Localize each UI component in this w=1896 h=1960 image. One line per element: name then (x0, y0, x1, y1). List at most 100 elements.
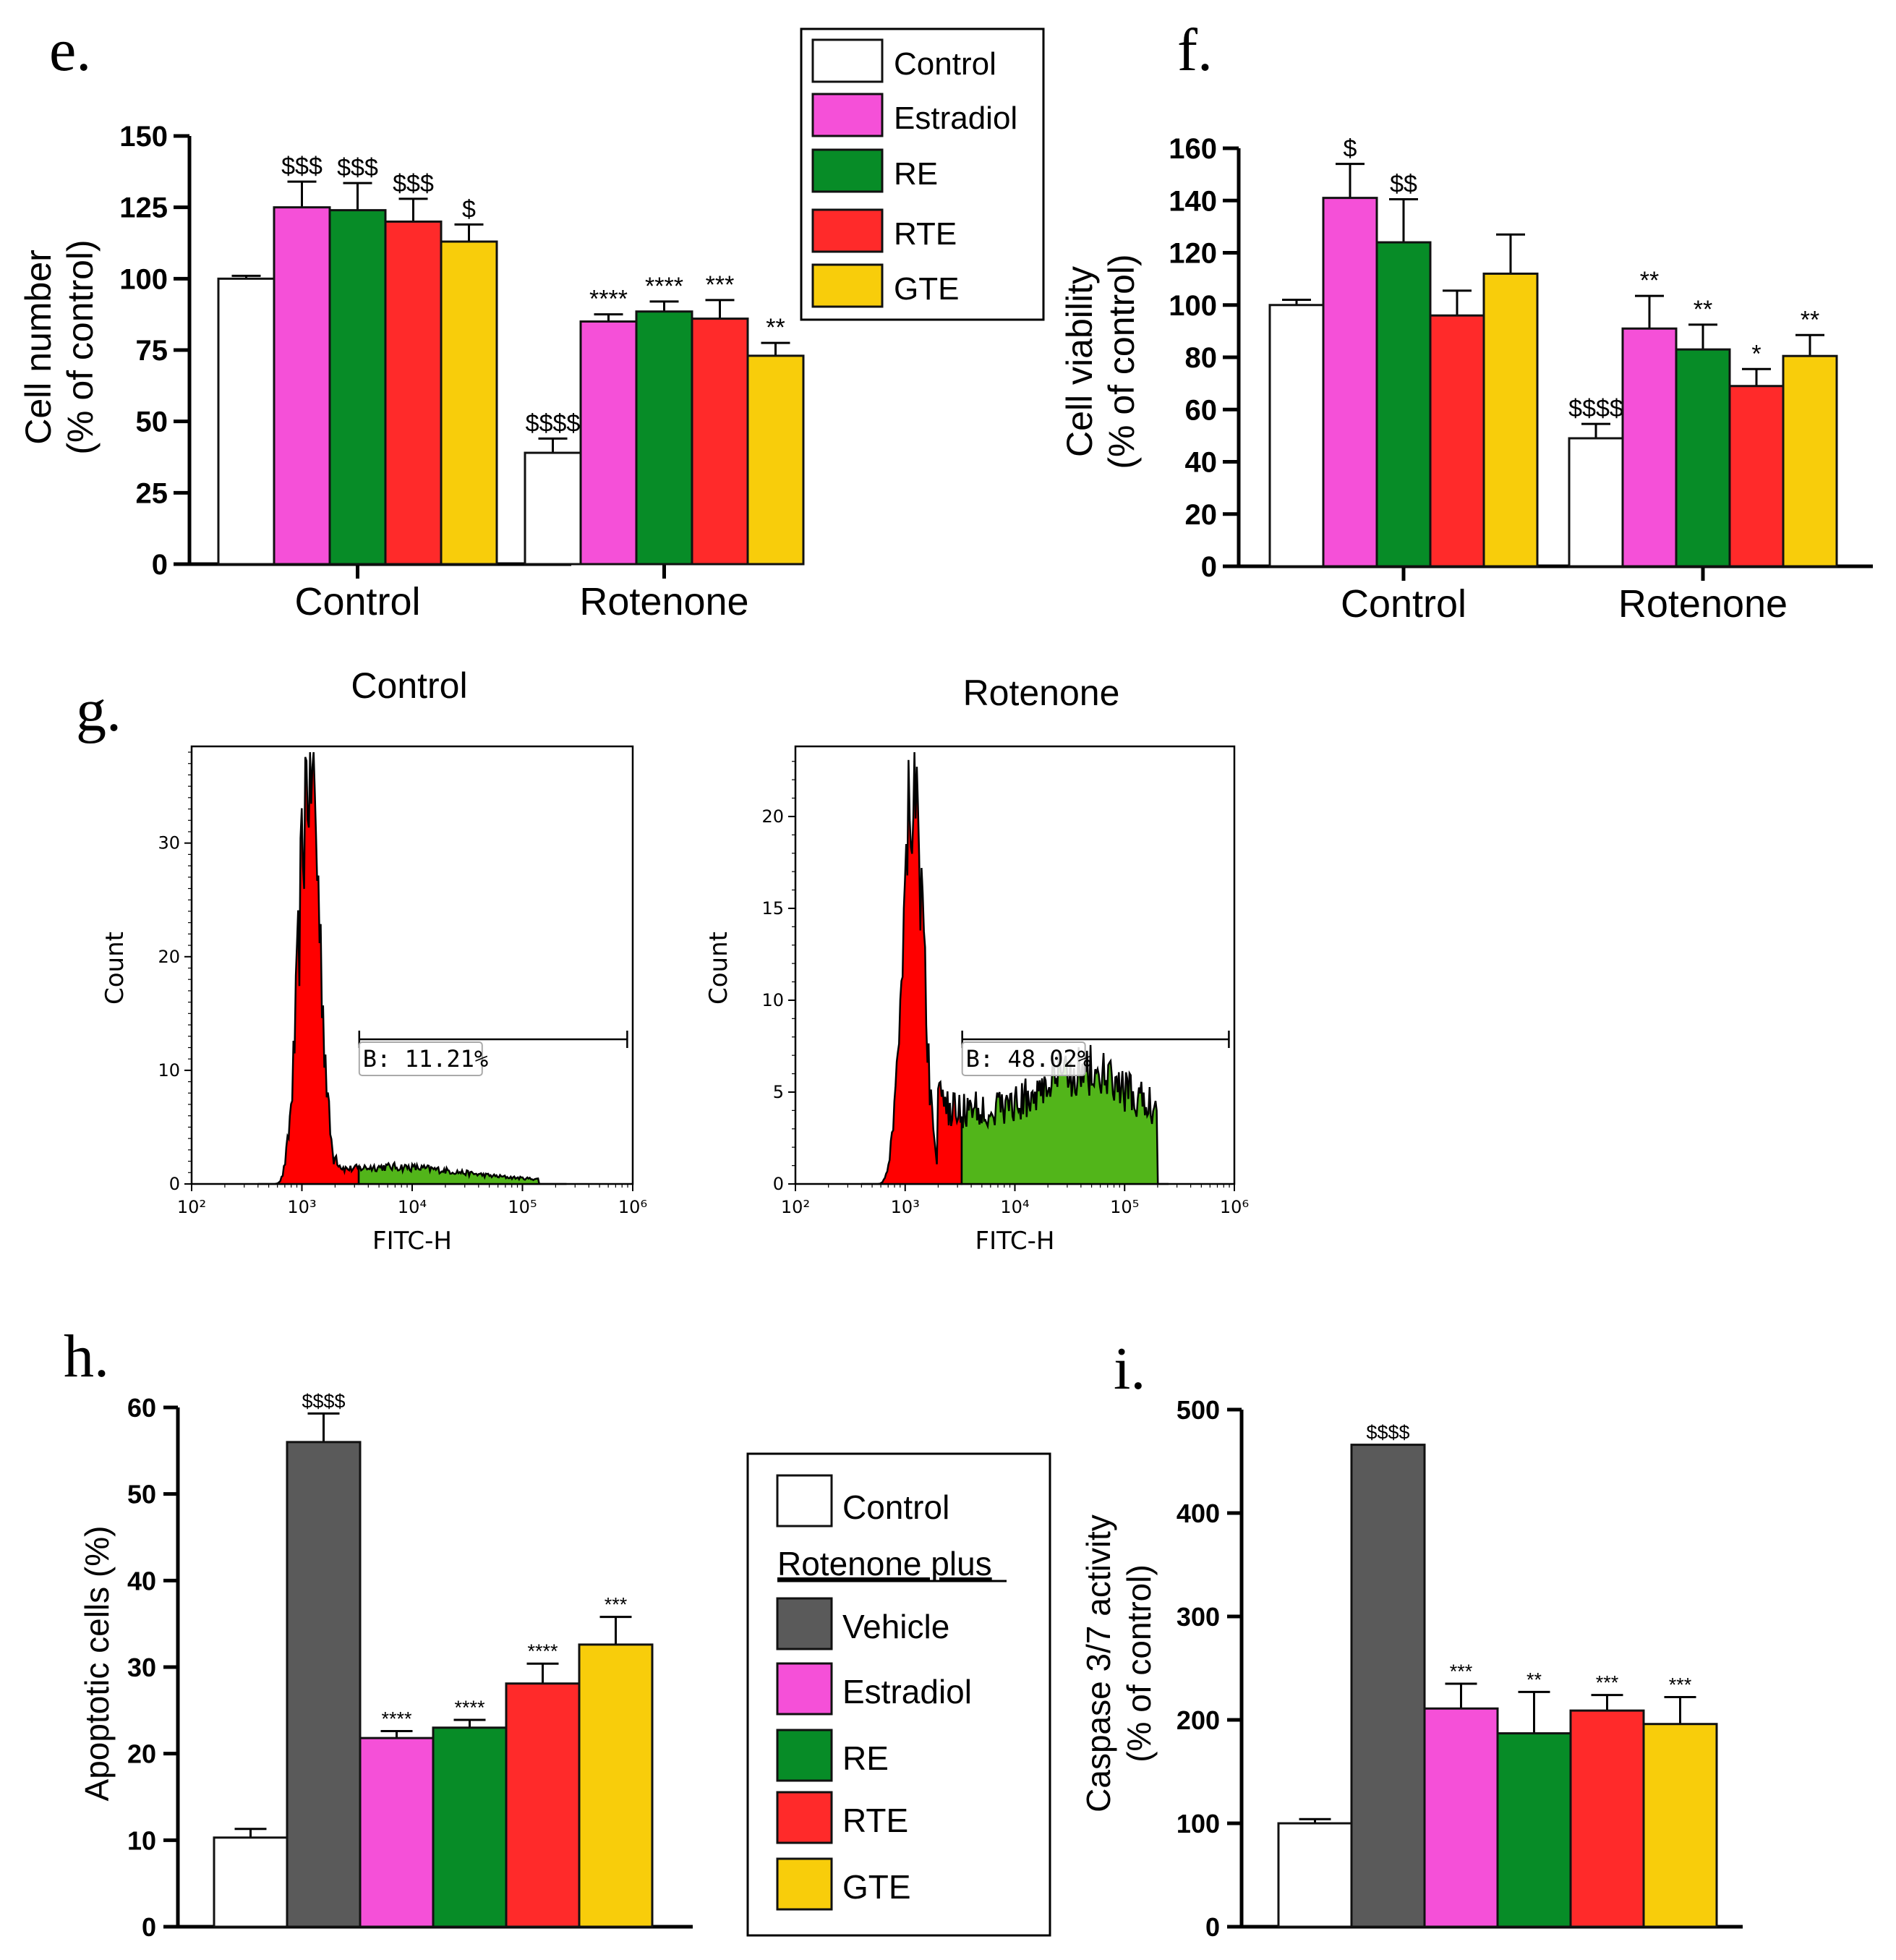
legend-swatch-rte (776, 1791, 833, 1844)
significance-label: ** (1640, 267, 1659, 294)
legend-label: GTE (894, 271, 959, 307)
chart-g-flow-histograms: Control 0 10 20 30 10² 10³ 10⁴ 10⁵ 10⁶ FITC-H Count… (101, 665, 1249, 1256)
y-tick-label: 140 (1169, 185, 1217, 217)
y-tick-label: 500 (1177, 1395, 1220, 1425)
bar-re (432, 1726, 508, 1928)
y-tick-label: 20 (127, 1739, 156, 1769)
y-tick-label: 50 (136, 406, 168, 438)
legend-swatch-re (776, 1729, 833, 1782)
bar-vehicle (286, 1441, 362, 1928)
histogram-negative-area (861, 751, 963, 1185)
legend-label: RTE (894, 216, 957, 252)
y-axis-title: Count (101, 932, 129, 1005)
bar-gte (1642, 1723, 1718, 1928)
legend-swatch-re (811, 148, 884, 193)
legend-swatch-control (811, 38, 884, 83)
bar-rte (505, 1682, 581, 1928)
y-tick-label: 30 (127, 1653, 156, 1682)
y-axis-title: Cell viability(% of control) (1059, 254, 1142, 469)
histogram-positive-area (357, 1160, 567, 1185)
significance-label: **** (589, 286, 628, 313)
bar-rte-rotenone (691, 318, 749, 566)
bar-rte (1569, 1709, 1645, 1928)
significance-label: ** (1801, 306, 1819, 333)
y-axis-title-line: (% of control) (60, 239, 101, 454)
legend-swatch-estradiol (811, 93, 884, 137)
legend-swatch-gte (776, 1857, 833, 1911)
legend-label: Control (894, 46, 996, 82)
bar-control-control (1268, 304, 1325, 568)
bar-control (213, 1836, 289, 1928)
histogram-title: Rotenone (963, 673, 1120, 713)
bar-re (1496, 1732, 1572, 1928)
y-tick-label: 15 (761, 898, 784, 919)
bar-re-control (1375, 241, 1432, 568)
significance-label: $$$ (393, 170, 434, 197)
legend-label: Control (842, 1488, 949, 1526)
panel-label-g: g. (76, 677, 121, 744)
significance-label: *** (605, 1594, 628, 1616)
significance-label: ** (766, 314, 785, 341)
significance-label: **** (645, 273, 683, 300)
category-label: Control (294, 580, 420, 623)
legend-label: Vehicle (842, 1608, 949, 1645)
y-tick-label: 20 (158, 947, 180, 967)
y-axis-title-line: (% of control) (1120, 1564, 1158, 1763)
significance-label: $$$ (281, 153, 323, 180)
x-tick-label: 10⁶ (1220, 1197, 1249, 1217)
bar-gte-rotenone (746, 354, 805, 566)
x-tick-label: 10⁵ (508, 1197, 537, 1217)
significance-label: $$ (1390, 170, 1417, 197)
y-tick-label: 25 (136, 477, 168, 509)
bar-estradiol (1423, 1707, 1499, 1928)
y-tick-label: 5 (773, 1082, 784, 1102)
bar-control-rotenone (524, 451, 582, 566)
y-tick-label: 20 (761, 806, 784, 827)
significance-label: ** (1694, 296, 1712, 323)
y-tick-label: 50 (127, 1480, 156, 1509)
y-tick-label: 80 (1185, 342, 1218, 374)
y-tick-label: 75 (136, 335, 168, 367)
bar-rte-control (1429, 314, 1485, 568)
y-axis-title-line: (% of control) (1101, 254, 1142, 469)
bar-estradiol (359, 1737, 435, 1928)
y-tick-label: 0 (142, 1912, 156, 1942)
y-tick-label: 0 (1205, 1912, 1220, 1942)
legend-heading: Rotenone plus (777, 1545, 992, 1582)
y-tick-label: 10 (158, 1060, 180, 1081)
gate-label-box (358, 1041, 483, 1076)
y-tick-label: 30 (158, 833, 180, 853)
significance-label: **** (454, 1697, 485, 1718)
significance-label: *** (1669, 1674, 1692, 1696)
bar-control-control (217, 277, 276, 566)
x-tick-label: 10³ (891, 1197, 920, 1217)
significance-label: ** (1526, 1669, 1542, 1690)
y-tick-label: 0 (152, 549, 168, 581)
y-tick-label: 20 (1185, 499, 1218, 531)
bar-vehicle (1350, 1444, 1426, 1928)
significance-label: *** (1596, 1672, 1619, 1694)
legend-swatch-estradiol (776, 1662, 833, 1716)
plot-frame (190, 745, 634, 1185)
y-axis-title-line: Apoptotic cells (%) (78, 1526, 116, 1802)
y-tick-label: 100 (119, 263, 168, 295)
y-tick-label: 40 (127, 1566, 156, 1595)
panel-label-f: f. (1177, 17, 1213, 84)
y-tick-label: 120 (1169, 238, 1217, 270)
y-axis-title: Cell number(% of control) (18, 239, 101, 454)
y-axis-title: Apoptotic cells (%) (78, 1526, 116, 1802)
significance-label: $$$$ (1568, 395, 1623, 422)
legend-swatch-rte (811, 208, 884, 253)
y-tick-label: 60 (1185, 394, 1218, 426)
histogram-title: Control (351, 665, 467, 706)
y-tick-label: 0 (1201, 551, 1217, 583)
panel-label-i: i. (1114, 1335, 1145, 1402)
x-tick-label: 10² (177, 1197, 206, 1217)
x-tick-label: 10² (781, 1197, 810, 1217)
x-tick-label: 10⁴ (1000, 1197, 1029, 1217)
significance-label: *** (706, 271, 735, 299)
significance-label: $$$$ (1366, 1422, 1409, 1444)
y-axis-title-line: Cell number (18, 250, 59, 445)
